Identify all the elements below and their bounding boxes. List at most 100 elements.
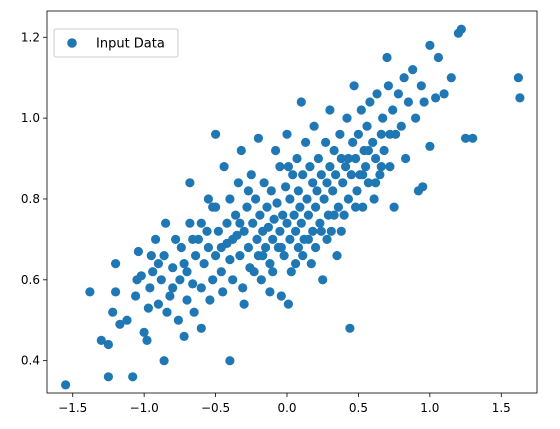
data-point-149 — [341, 162, 351, 172]
data-point-29 — [168, 263, 178, 273]
data-point-229 — [358, 170, 368, 180]
data-point-85 — [261, 242, 271, 253]
data-point-120 — [302, 194, 312, 204]
data-point-53 — [211, 251, 221, 261]
data-point-30 — [171, 234, 181, 244]
data-point-189 — [416, 81, 426, 91]
data-point-167 — [368, 137, 378, 147]
data-point-98 — [276, 291, 286, 301]
data-point-174 — [379, 145, 389, 156]
data-point-44 — [196, 283, 206, 293]
data-point-81 — [255, 210, 265, 220]
data-point-0 — [61, 380, 71, 390]
data-point-126 — [309, 121, 319, 131]
data-point-55 — [216, 267, 226, 277]
data-point-72 — [242, 202, 252, 212]
data-point-97 — [275, 162, 285, 172]
legend-label-input-data: Input Data — [96, 37, 165, 52]
data-point-129 — [313, 153, 323, 164]
data-point-47 — [203, 194, 213, 204]
data-point-10 — [128, 372, 138, 382]
data-point-219 — [291, 259, 301, 269]
data-point-125 — [308, 178, 318, 188]
data-point-101 — [281, 182, 291, 192]
data-point-43 — [196, 323, 206, 333]
data-point-108 — [288, 170, 298, 180]
data-point-138 — [325, 105, 335, 115]
data-point-33 — [176, 242, 186, 253]
data-point-192 — [425, 40, 435, 51]
data-point-181 — [393, 89, 403, 99]
data-point-178 — [388, 105, 398, 115]
data-point-224 — [322, 234, 332, 244]
data-point-16 — [142, 335, 152, 345]
data-point-190 — [418, 182, 428, 192]
data-point-36 — [182, 267, 192, 277]
data-point-176 — [383, 81, 393, 91]
data-point-19 — [146, 251, 156, 261]
data-point-2 — [96, 335, 106, 345]
data-point-179 — [389, 202, 399, 212]
data-point-153 — [346, 170, 356, 180]
data-point-204 — [153, 259, 163, 269]
data-point-7 — [111, 259, 121, 269]
data-point-60 — [225, 356, 235, 366]
data-point-45 — [199, 259, 209, 269]
data-point-158 — [353, 129, 363, 139]
data-point-20 — [148, 267, 158, 277]
data-point-8 — [115, 319, 125, 329]
data-point-186 — [408, 65, 418, 75]
legend-box — [53, 28, 179, 58]
data-point-75 — [246, 170, 256, 180]
points-layer — [61, 24, 525, 390]
data-point-213 — [243, 186, 253, 196]
data-point-184 — [401, 153, 411, 164]
data-point-226 — [336, 226, 346, 236]
data-point-39 — [188, 279, 198, 289]
data-point-177 — [385, 162, 395, 172]
data-point-216 — [268, 267, 278, 277]
data-point-157 — [352, 186, 362, 196]
data-point-214 — [249, 267, 259, 277]
data-point-163 — [361, 162, 371, 172]
data-point-201 — [468, 133, 478, 143]
x-tick-label: −1.0 — [130, 401, 159, 415]
data-point-4 — [103, 372, 113, 382]
data-point-137 — [325, 162, 335, 172]
data-point-61 — [225, 194, 235, 204]
data-point-154 — [348, 137, 358, 147]
data-point-49 — [205, 295, 215, 305]
x-tick-label: −1.5 — [58, 401, 87, 415]
x-tick-label: 0.0 — [277, 401, 296, 415]
data-point-73 — [243, 242, 253, 253]
data-point-218 — [283, 162, 293, 172]
data-point-156 — [351, 153, 361, 164]
data-point-90 — [266, 186, 276, 196]
data-point-150 — [342, 113, 352, 123]
data-point-24 — [159, 356, 169, 366]
data-point-41 — [191, 251, 201, 261]
data-point-182 — [396, 121, 406, 131]
data-point-25 — [159, 251, 169, 261]
data-point-172 — [376, 129, 386, 139]
data-point-27 — [162, 307, 172, 317]
data-point-105 — [285, 234, 295, 244]
data-point-121 — [303, 210, 313, 220]
data-point-197 — [446, 73, 456, 83]
data-point-161 — [358, 202, 368, 212]
data-point-211 — [228, 234, 238, 244]
data-point-164 — [362, 121, 372, 131]
data-point-18 — [145, 283, 155, 293]
data-point-114 — [295, 202, 305, 212]
data-point-17 — [143, 303, 153, 313]
data-point-194 — [431, 93, 441, 103]
data-point-122 — [305, 162, 315, 172]
data-point-80 — [253, 133, 263, 143]
data-point-203 — [515, 93, 525, 103]
data-point-141 — [329, 145, 339, 156]
data-point-1 — [85, 287, 95, 297]
data-point-152 — [345, 323, 355, 333]
data-point-123 — [306, 259, 316, 269]
data-point-225 — [329, 210, 339, 220]
data-point-185 — [403, 97, 413, 107]
